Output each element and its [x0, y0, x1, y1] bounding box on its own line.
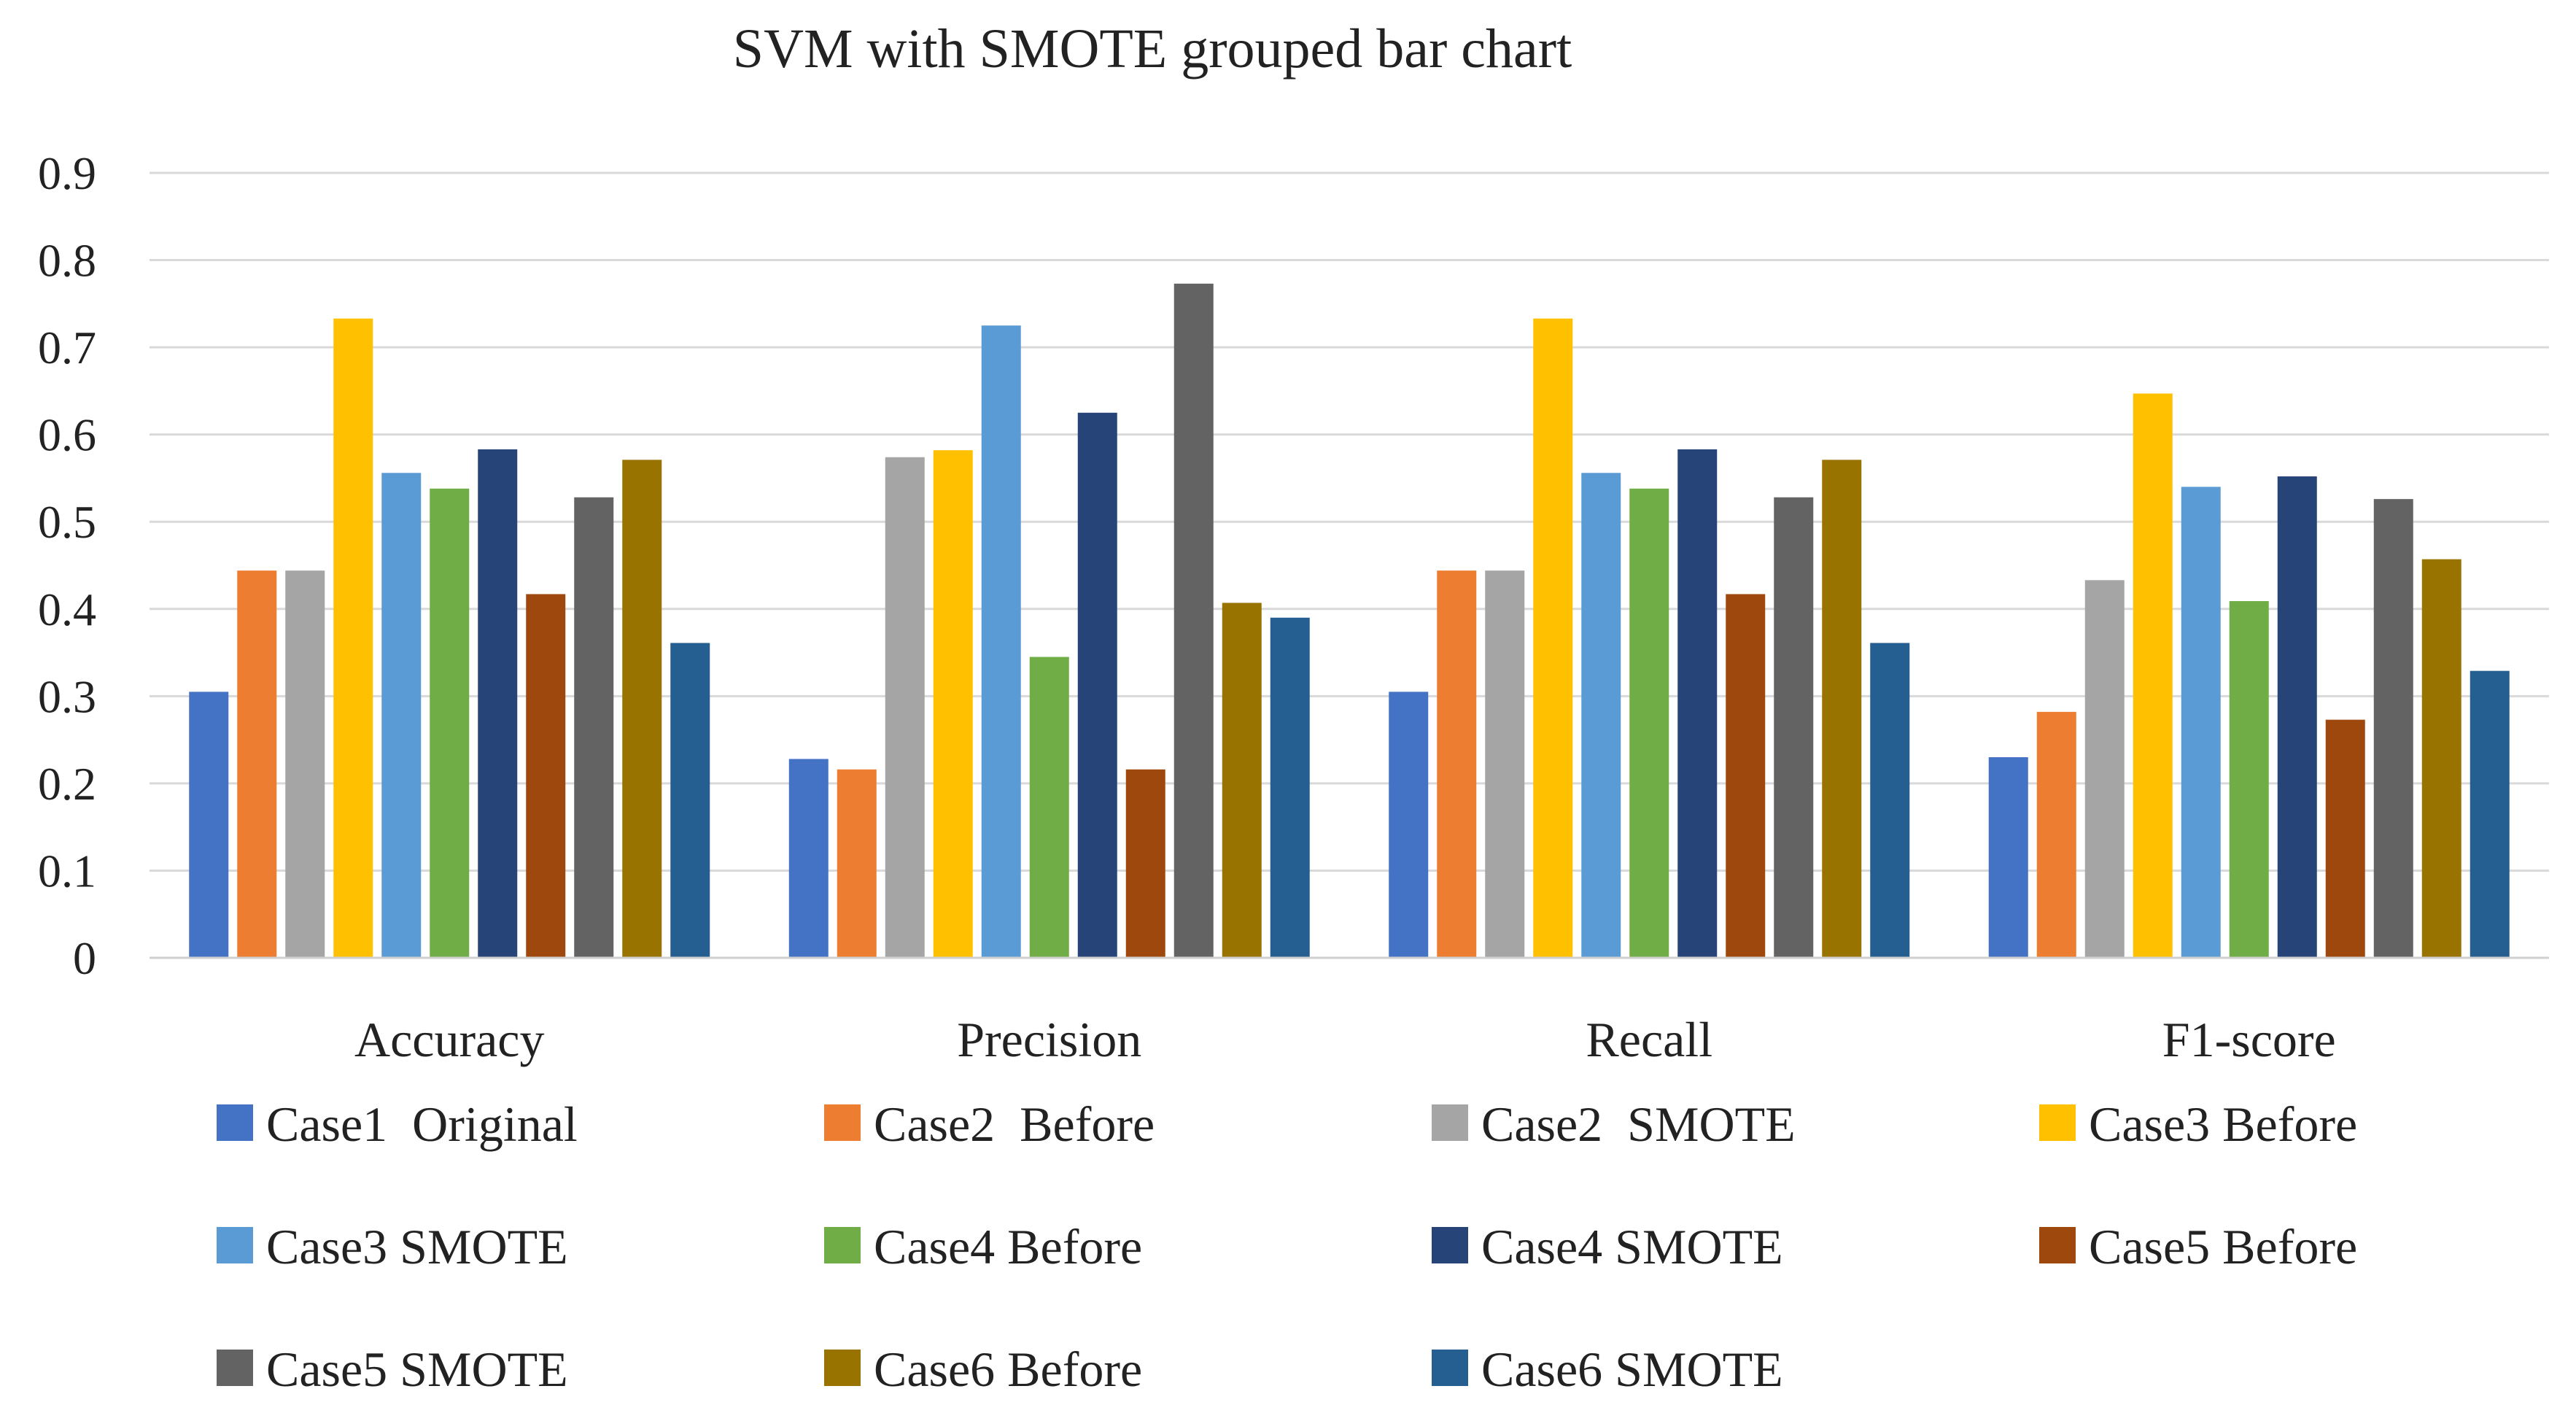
bar-accuracy-series-6	[430, 488, 470, 958]
legend-swatch	[824, 1350, 861, 1386]
x-axis-categories: Accuracy Precision Recall F1-score	[354, 1012, 2336, 1067]
y-tick-label: 0.4	[38, 584, 96, 635]
y-tick-label: 0	[73, 932, 96, 984]
y-tick-label: 0.6	[38, 409, 96, 461]
x-category-label: Precision	[957, 1012, 1141, 1067]
bar-accuracy-series-11	[670, 643, 710, 958]
bar-recall-series-10	[1822, 460, 1862, 958]
legend-item: Case4 Before	[824, 1219, 1142, 1274]
bar-f1-score-series-4	[2133, 393, 2173, 958]
legend-item: Case3 SMOTE	[217, 1219, 568, 1274]
bar-f1-score-series-7	[2277, 476, 2317, 958]
chart-title: SVM with SMOTE grouped bar chart	[733, 18, 1572, 80]
legend-swatch	[217, 1227, 253, 1263]
bar-precision-series-7	[1077, 412, 1117, 958]
bar-recall-series-5	[1581, 473, 1621, 958]
y-tick-label: 0.2	[38, 758, 96, 810]
legend-label: Case5 Before	[2089, 1219, 2357, 1274]
legend-item: Case2 Before	[824, 1096, 1155, 1152]
legend-label: Case3 SMOTE	[266, 1219, 568, 1274]
legend-swatch	[2039, 1104, 2076, 1141]
bar-f1-score-series-9	[2373, 499, 2413, 958]
legend-item: Case6 Before	[824, 1342, 1142, 1397]
legend-swatch	[2039, 1227, 2076, 1263]
bar-precision-series-9	[1173, 283, 1214, 958]
y-axis-ticks: 0 0.1 0.2 0.3 0.4 0.5 0.6 0.7 0.8 0.9	[38, 147, 96, 984]
bar-precision-series-11	[1270, 617, 1310, 958]
bar-recall-series-6	[1629, 488, 1669, 958]
y-tick-label: 0.1	[38, 845, 96, 897]
legend-label: Case3 Before	[2089, 1096, 2357, 1152]
legend-item: Case5 SMOTE	[217, 1342, 568, 1397]
bar-precision-series-10	[1222, 603, 1262, 958]
bar-accuracy-series-2	[237, 570, 277, 958]
legend-swatch	[824, 1104, 861, 1141]
bar-accuracy-series-1	[189, 692, 229, 958]
bar-recall-series-1	[1389, 692, 1429, 958]
legend-label: Case1 Original	[266, 1096, 578, 1152]
x-category-label: Accuracy	[354, 1012, 544, 1067]
bar-precision-series-6	[1029, 657, 1069, 958]
legend-swatch	[217, 1350, 253, 1386]
bar-f1-score-series-6	[2229, 601, 2269, 958]
bar-accuracy-series-9	[574, 497, 614, 958]
bar-f1-score-series-8	[2325, 719, 2365, 958]
bar-f1-score-series-10	[2421, 559, 2461, 958]
bar-recall-series-8	[1726, 594, 1766, 958]
legend-swatch	[1432, 1104, 1468, 1141]
legend-label: Case2 Before	[874, 1096, 1155, 1152]
y-tick-label: 0.3	[38, 670, 96, 722]
bar-precision-series-3	[885, 457, 925, 958]
legend-item: Case2 SMOTE	[1432, 1096, 1796, 1152]
bar-precision-series-5	[981, 325, 1021, 958]
bar-accuracy-series-8	[526, 594, 566, 958]
legend-label: Case4 Before	[874, 1219, 1142, 1274]
legend-label: Case6 Before	[874, 1342, 1142, 1397]
bar-precision-series-1	[788, 759, 829, 958]
x-category-label: F1-score	[2162, 1012, 2336, 1067]
bar-f1-score-series-2	[2036, 711, 2076, 958]
x-category-label: Recall	[1586, 1012, 1712, 1067]
bar-f1-score-series-11	[2470, 670, 2510, 958]
bar-accuracy-series-7	[478, 449, 518, 958]
bar-accuracy-series-4	[333, 318, 373, 958]
bar-recall-series-2	[1437, 570, 1477, 958]
legend-swatch	[217, 1104, 253, 1141]
legend-swatch	[1432, 1227, 1468, 1263]
legend-swatch	[824, 1227, 861, 1263]
legend-swatch	[1432, 1350, 1468, 1386]
bar-accuracy-series-5	[381, 473, 422, 958]
legend-item: Case1 Original	[217, 1096, 578, 1152]
legend-item: Case6 SMOTE	[1432, 1342, 1783, 1397]
legend-label: Case2 SMOTE	[1481, 1096, 1796, 1152]
legend-label: Case4 SMOTE	[1481, 1219, 1783, 1274]
bar-precision-series-8	[1125, 769, 1165, 958]
bar-recall-series-4	[1533, 318, 1573, 958]
y-tick-label: 0.8	[38, 235, 96, 287]
bar-precision-series-2	[837, 769, 877, 958]
y-tick-label: 0.9	[38, 147, 96, 199]
legend-item: Case5 Before	[2039, 1219, 2357, 1274]
bar-precision-series-4	[933, 450, 973, 958]
y-tick-label: 0.7	[38, 322, 96, 373]
bar-recall-series-9	[1774, 497, 1814, 958]
bar-recall-series-11	[1870, 643, 1910, 958]
bar-recall-series-7	[1677, 449, 1718, 958]
bars	[189, 283, 2510, 958]
legend: Case1 Original Case2 Before Case2 SMOTE Cas…	[217, 1096, 2357, 1397]
bar-f1-score-series-1	[1988, 757, 2028, 958]
bar-recall-series-3	[1485, 570, 1525, 958]
bar-accuracy-series-10	[622, 460, 662, 958]
bar-accuracy-series-3	[285, 570, 325, 958]
legend-item: Case3 Before	[2039, 1096, 2357, 1152]
legend-item: Case4 SMOTE	[1432, 1219, 1783, 1274]
bar-f1-score-series-5	[2181, 487, 2221, 958]
legend-label: Case6 SMOTE	[1481, 1342, 1783, 1397]
legend-label: Case5 SMOTE	[266, 1342, 568, 1397]
bar-f1-score-series-3	[2084, 580, 2125, 958]
y-tick-label: 0.5	[38, 496, 96, 548]
